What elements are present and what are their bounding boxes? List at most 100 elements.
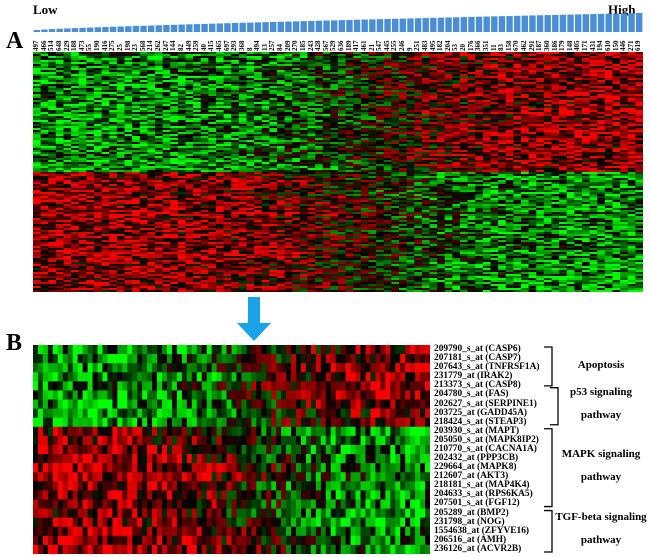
heatmap-cell [505, 114, 514, 117]
heatmap-cell [315, 70, 324, 73]
heatmap-cell [155, 54, 163, 57]
heatmap-cell [109, 132, 118, 135]
heatmap-cell [383, 68, 392, 71]
heatmap-cell [246, 76, 255, 79]
heatmap-cell [467, 68, 476, 71]
heatmap-cell [124, 134, 133, 137]
heatmap-cell [521, 144, 529, 147]
heatmap-cell [277, 72, 285, 75]
heatmap-cell [261, 92, 270, 95]
heatmap-cell [147, 156, 156, 159]
heatmap-cell [353, 96, 362, 99]
heatmap-cell [376, 138, 385, 141]
heatmap-cell [63, 100, 72, 103]
heatmap-cell [437, 68, 446, 71]
heatmap-cell [429, 166, 438, 169]
heatmap-cell [604, 112, 613, 115]
heatmap-cell [414, 150, 423, 153]
heatmap-cell [78, 116, 87, 119]
heatmap-cell [330, 92, 339, 95]
heatmap-cell [627, 102, 636, 105]
heatmap-cell [147, 128, 156, 131]
heatmap-cell [71, 124, 80, 127]
heatmap-cell [116, 90, 125, 93]
heatmap-cell [246, 84, 255, 87]
heatmap-cell [139, 172, 148, 175]
heatmap-cell [414, 56, 423, 59]
heatmap-cell [292, 150, 301, 153]
heatmap-cell [368, 64, 377, 67]
heatmap-cell [536, 166, 545, 169]
heatmap-cell [536, 58, 545, 61]
heatmap-cell [612, 130, 621, 133]
heatmap-cell [78, 78, 87, 81]
heatmap-cell [513, 74, 522, 77]
heatmap-cell [559, 76, 568, 79]
heatmap-cell [277, 142, 285, 145]
heatmap-cell [261, 52, 270, 55]
heatmap-cell [269, 138, 278, 141]
heatmap-cell [627, 80, 636, 83]
heatmap-cell [63, 88, 72, 91]
heatmap-cell [368, 76, 377, 79]
heatmap-cell [612, 54, 621, 57]
heatmap-cell [620, 90, 629, 93]
heatmap-cell [223, 76, 232, 79]
heatmap-cell [482, 82, 491, 85]
heatmap-cell [528, 102, 537, 105]
heatmap-cell [421, 68, 430, 71]
heatmap-cell [383, 154, 392, 157]
heatmap-cell [559, 106, 568, 109]
heatmap-cell [467, 96, 476, 99]
heatmap-cell [353, 132, 362, 135]
heatmap-cell [292, 98, 301, 101]
heatmap-cell [406, 170, 415, 173]
heatmap-cell [338, 140, 346, 143]
heatmap-cell [345, 130, 354, 133]
heatmap-cell [620, 130, 629, 133]
heatmap-cell [559, 64, 568, 67]
expression-bar [414, 18, 422, 32]
heatmap-cell [238, 74, 247, 77]
heatmap-cell [116, 132, 125, 135]
heatmap-cell [299, 54, 308, 57]
heatmap-cell [391, 94, 400, 97]
heatmap-cell [574, 92, 583, 95]
heatmap-cell [147, 124, 156, 127]
heatmap-cell [185, 146, 194, 149]
heatmap-cell [406, 136, 415, 139]
heatmap-cell [345, 136, 354, 139]
heatmap-cell [254, 118, 263, 121]
heatmap-cell [208, 146, 217, 149]
heatmap-cell [399, 104, 407, 107]
heatmap-cell [330, 66, 339, 69]
heatmap-cell [322, 72, 331, 75]
heatmap-cell [421, 164, 430, 167]
heatmap-cell [406, 90, 415, 93]
heatmap-cell [162, 96, 171, 99]
heatmap-cell [589, 166, 598, 169]
heatmap-cell [498, 110, 507, 113]
heatmap-cell [185, 154, 194, 157]
heatmap-cell [460, 70, 468, 73]
heatmap-cell [353, 128, 362, 131]
heatmap-cell [543, 72, 552, 75]
heatmap-cell [292, 130, 301, 133]
heatmap-cell [399, 136, 407, 139]
heatmap-cell [71, 132, 80, 135]
heatmap-cell [238, 96, 247, 99]
heatmap-cell [94, 168, 102, 171]
heatmap-cell [124, 66, 133, 69]
heatmap-cell [208, 168, 217, 171]
heatmap-cell [132, 154, 141, 157]
heatmap-cell [475, 122, 484, 125]
heatmap-cell [360, 58, 369, 61]
heatmap-cell [399, 158, 407, 161]
heatmap-cell [635, 154, 643, 157]
heatmap-cell [101, 70, 110, 73]
heatmap-cell [132, 90, 141, 93]
heatmap-cell [475, 146, 484, 149]
heatmap-cell [185, 166, 194, 169]
heatmap-cell [261, 120, 270, 123]
heatmap-cell [315, 156, 324, 159]
